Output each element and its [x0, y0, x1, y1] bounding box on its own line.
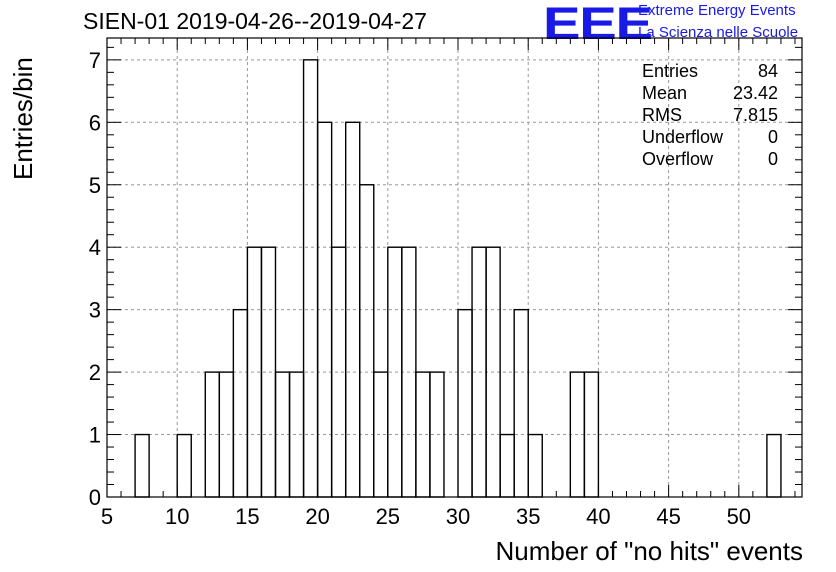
plot-frame — [106, 37, 803, 498]
histogram-bar — [513, 308, 529, 498]
x-tick-label: 5 — [101, 504, 113, 529]
stats-key: Mean — [642, 83, 688, 103]
histogram-title: SIEN-01 2019-04-26--2019-04-27 — [83, 8, 427, 34]
histogram-bar — [527, 433, 543, 498]
y-tick-label: 0 — [89, 485, 101, 510]
stats-key: Entries — [642, 61, 699, 81]
stats-row-underflow: Underflow 0 — [642, 126, 778, 148]
stats-value: 7.815 — [732, 105, 778, 125]
x-tick-label: 35 — [516, 504, 540, 529]
y-tick-label: 6 — [89, 110, 101, 135]
histogram-bar — [232, 308, 249, 498]
stats-row-mean: Mean 23.42 — [642, 82, 778, 104]
stats-row-overflow: Overflow 0 — [642, 148, 778, 170]
histogram-bar — [766, 433, 782, 498]
x-tick-label: 20 — [305, 504, 329, 529]
y-tick-label: 7 — [89, 48, 101, 73]
axes — [106, 37, 803, 498]
x-tick-label: 30 — [446, 504, 470, 529]
histogram-bar — [583, 371, 600, 498]
stats-key: Underflow — [642, 127, 724, 147]
stats-key: RMS — [642, 105, 682, 125]
y-axis-label: Entries/bin — [8, 57, 38, 180]
x-tick-label: 25 — [376, 504, 400, 529]
y-tick-label: 5 — [89, 173, 101, 198]
histogram-bar — [457, 308, 473, 498]
stats-row-entries: Entries 84 — [642, 60, 778, 82]
stats-box: Entries 84 Mean 23.42 RMS 7.815 Underflo… — [642, 60, 778, 170]
stats-row-rms: RMS 7.815 — [642, 104, 778, 126]
y-tick-label: 3 — [89, 298, 101, 323]
stats-value: 84 — [757, 61, 778, 81]
x-tick-label: 45 — [656, 504, 680, 529]
logo-text-line-2: La Scienza nelle Scuole — [638, 24, 799, 41]
histogram-bar — [134, 433, 150, 498]
histogram-bar — [302, 59, 319, 498]
stats-value: 0 — [767, 149, 778, 169]
stats-value: 0 — [767, 127, 778, 147]
x-tick-label: 50 — [727, 504, 751, 529]
stats-key: Overflow — [642, 149, 714, 169]
y-tick-label: 4 — [89, 235, 101, 260]
histogram-bar — [499, 433, 515, 498]
x-tick-label: 10 — [165, 504, 189, 529]
stats-value: 23.42 — [732, 83, 778, 103]
x-tick-label: 15 — [235, 504, 259, 529]
logo-text-line-1: Extreme Energy Events — [638, 2, 796, 19]
y-tick-label: 1 — [89, 423, 101, 448]
x-axis-label: Number of "no hits" events — [495, 536, 804, 566]
x-tick-label: 40 — [586, 504, 610, 529]
y-tick-label: 2 — [89, 360, 101, 385]
histogram-bar — [359, 184, 375, 498]
histogram-bar — [176, 433, 192, 498]
